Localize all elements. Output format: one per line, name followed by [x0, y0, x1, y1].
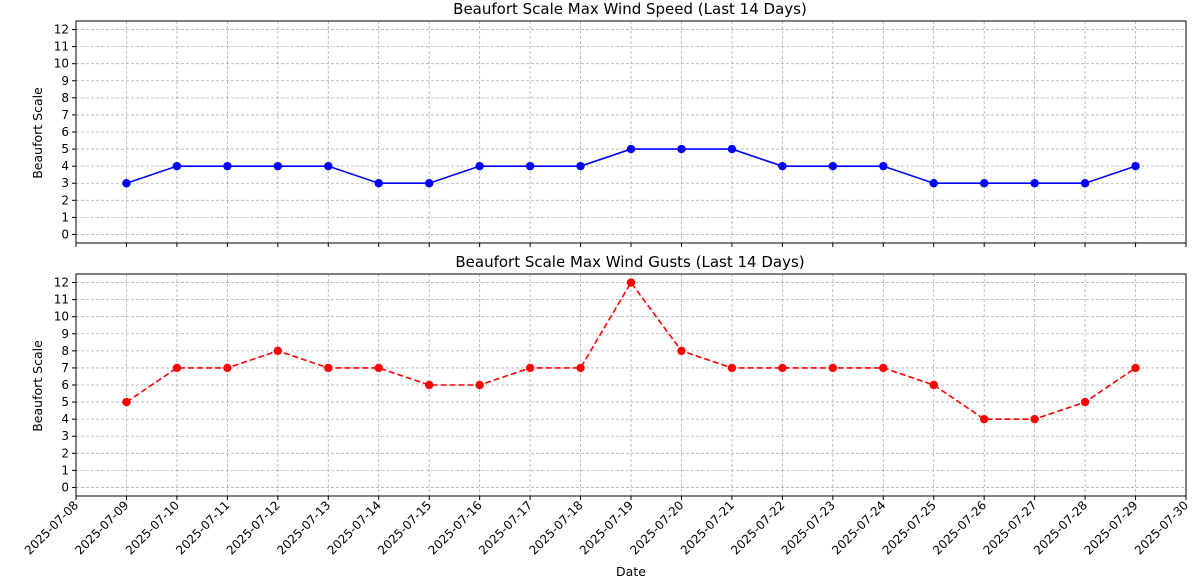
plot-frame — [75, 273, 1187, 497]
y-tick-label: 11 — [54, 293, 69, 307]
wind-gusts-data-point — [778, 363, 787, 373]
y-tick-label: 1 — [61, 210, 69, 224]
wind-speed-data-point — [626, 144, 636, 154]
y-tick-label: 10 — [54, 57, 69, 71]
wind-speed-data-point — [677, 144, 686, 154]
wind-speed-data-point — [324, 161, 333, 171]
wind-gusts-panel: Beaufort Scale Max Wind Gusts (Last 14 D… — [22, 253, 1191, 577]
wind-speed-data-point — [525, 161, 535, 171]
y-tick-label: 7 — [61, 361, 69, 375]
wind-speed-data-point — [122, 179, 131, 188]
y-tick-label: 5 — [61, 395, 69, 409]
wind-speed-y-axis-label: Beaufort Scale — [30, 87, 45, 179]
y-tick-label: 9 — [61, 327, 69, 341]
wind-speed-chart-title: Beaufort Scale Max Wind Speed (Last 14 D… — [453, 0, 807, 18]
y-tick-label: 4 — [61, 412, 69, 426]
y-tick-label: 0 — [61, 227, 69, 241]
wind-gusts-data-point — [273, 346, 283, 356]
wind-gusts-data-point — [828, 363, 838, 373]
wind-gusts-chart-title: Beaufort Scale Max Wind Gusts (Last 14 D… — [455, 253, 804, 271]
y-tick-label: 5 — [61, 142, 69, 156]
y-tick-label: 6 — [61, 378, 69, 392]
wind-gusts-data-point — [324, 363, 333, 373]
wind-speed-data-point — [727, 144, 737, 154]
wind-gusts-data-point — [1080, 397, 1090, 407]
y-tick-label: 4 — [61, 159, 69, 173]
wind-speed-data-point — [929, 179, 938, 188]
wind-gusts-data-point — [223, 363, 232, 373]
y-tick-label: 9 — [61, 74, 69, 88]
wind-gusts-data-point — [727, 363, 737, 373]
wind-speed-data-point — [879, 161, 888, 171]
wind-gusts-data-point — [626, 278, 636, 287]
y-tick-label: 3 — [61, 429, 69, 443]
wind-speed-data-point — [475, 161, 484, 171]
y-tick-label: 10 — [54, 310, 69, 324]
wind-gusts-data-point — [979, 414, 989, 424]
wind-speed-data-point — [172, 161, 182, 171]
x-tick-label: 2025-07-30 — [1132, 498, 1191, 557]
wind-speed-data-point — [828, 161, 838, 171]
wind-gusts-data-point — [525, 363, 535, 373]
wind-gusts-data-point — [1131, 363, 1140, 373]
wind-speed-data-point — [778, 161, 787, 171]
plot-frame — [75, 20, 1187, 244]
wind-speed-data-point — [424, 179, 434, 188]
wind-gusts-data-point — [677, 346, 686, 356]
wind-speed-data-point — [979, 179, 989, 188]
wind-gusts-data-point — [122, 397, 131, 407]
wind-gusts-data-point — [929, 380, 938, 390]
y-tick-label: 8 — [61, 91, 69, 105]
x-axis-label: Date — [616, 564, 646, 577]
wind-gusts-data-point — [172, 363, 182, 373]
wind-gusts-y-axis-label: Beaufort Scale — [30, 340, 45, 432]
wind-speed-data-point — [576, 161, 585, 171]
y-tick-label: 12 — [54, 276, 69, 290]
wind-gusts-data-point — [475, 380, 484, 390]
y-tick-label: 3 — [61, 176, 69, 190]
y-tick-label: 1 — [61, 463, 69, 477]
y-tick-label: 7 — [61, 108, 69, 122]
wind-gusts-data-point — [424, 380, 434, 390]
wind-speed-data-point — [1131, 161, 1140, 171]
wind-speed-data-point — [374, 179, 383, 188]
wind-speed-data-point — [223, 161, 232, 171]
wind-speed-data-point — [273, 161, 283, 171]
y-tick-label: 6 — [61, 125, 69, 139]
wind-speed-data-point — [1030, 179, 1039, 188]
y-tick-label: 2 — [61, 446, 69, 460]
wind-gusts-data-point — [1030, 414, 1039, 424]
y-tick-label: 0 — [61, 480, 69, 494]
wind-speed-data-point — [1080, 179, 1090, 188]
wind-speed-panel: Beaufort Scale Max Wind Speed (Last 14 D… — [30, 0, 1187, 247]
y-tick-label: 11 — [54, 40, 69, 54]
wind-gusts-data-point — [576, 363, 585, 373]
wind-gusts-data-point — [374, 363, 383, 373]
y-tick-label: 2 — [61, 193, 69, 207]
wind-gusts-data-point — [879, 363, 888, 373]
wind-gusts-series-line — [126, 281, 1136, 420]
y-tick-label: 8 — [61, 344, 69, 358]
y-tick-label: 12 — [54, 23, 69, 37]
